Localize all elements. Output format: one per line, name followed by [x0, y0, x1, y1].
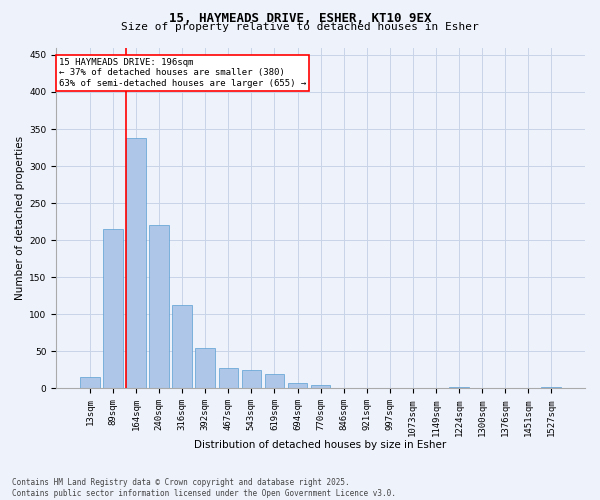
Bar [196, 348, 215, 389]
Text: Size of property relative to detached houses in Esher: Size of property relative to detached ho… [121, 22, 479, 32]
Text: 15 HAYMEADS DRIVE: 196sqm
← 37% of detached houses are smaller (380)
63% of semi: 15 HAYMEADS DRIVE: 196sqm ← 37% of detac… [59, 58, 306, 88]
Bar [311, 385, 331, 388]
Bar [126, 138, 146, 388]
Bar [172, 306, 192, 388]
Bar [265, 374, 284, 388]
Bar [218, 368, 238, 388]
Bar [80, 378, 100, 388]
Bar [288, 382, 307, 388]
Bar [541, 387, 561, 388]
Bar [242, 370, 261, 388]
Bar [449, 387, 469, 388]
Text: Contains HM Land Registry data © Crown copyright and database right 2025.
Contai: Contains HM Land Registry data © Crown c… [12, 478, 396, 498]
Text: 15, HAYMEADS DRIVE, ESHER, KT10 9EX: 15, HAYMEADS DRIVE, ESHER, KT10 9EX [169, 12, 431, 26]
X-axis label: Distribution of detached houses by size in Esher: Distribution of detached houses by size … [194, 440, 446, 450]
Y-axis label: Number of detached properties: Number of detached properties [15, 136, 25, 300]
Bar [103, 229, 123, 388]
Bar [149, 224, 169, 388]
